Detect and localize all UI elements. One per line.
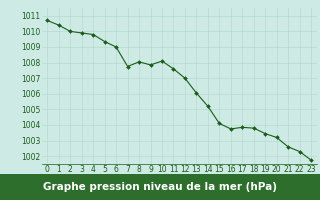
- Text: Graphe pression niveau de la mer (hPa): Graphe pression niveau de la mer (hPa): [43, 182, 277, 192]
